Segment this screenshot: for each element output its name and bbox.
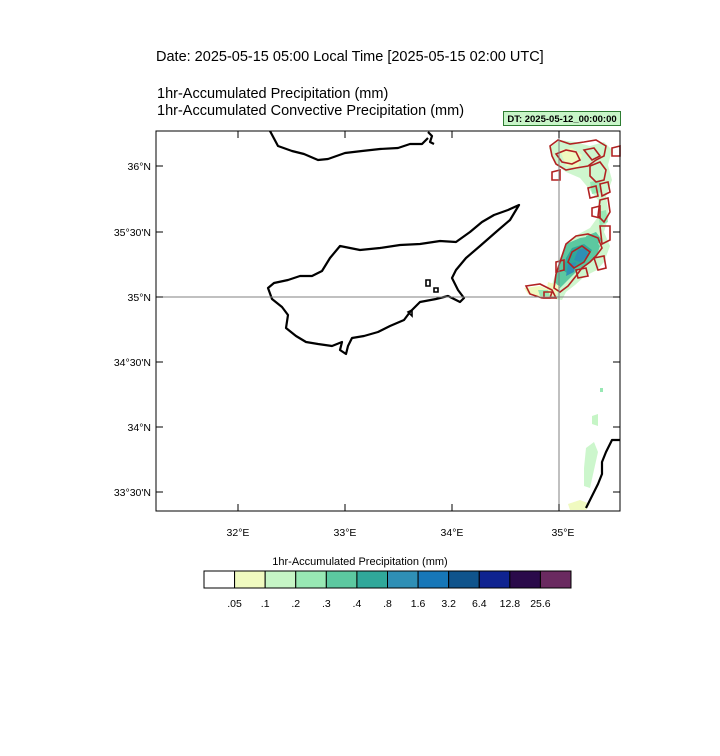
latitude-labels: 36°N 35°30'N 35°N 34°30'N 34°N 33°30'N bbox=[114, 161, 151, 499]
lon-label-32e: 32°E bbox=[227, 527, 250, 539]
colorbar-tick-label: .05 bbox=[227, 598, 242, 610]
colorbar-tick-label: .8 bbox=[383, 598, 392, 610]
lat-label-36n: 36°N bbox=[128, 161, 151, 173]
lat-label-35n: 35°N bbox=[128, 292, 151, 304]
lon-label-35e: 35°E bbox=[552, 527, 575, 539]
colorbar-tick-label: .4 bbox=[353, 598, 362, 610]
levant-coast bbox=[585, 438, 620, 509]
colorbar-swatch bbox=[417, 570, 450, 589]
colorbar-tick-labels: .05 .1 .2 .3 .4 .8 1.6 3.2 6.4 12.8 25.6 bbox=[227, 598, 551, 610]
colorbar-swatch bbox=[264, 570, 297, 589]
lat-label-33-30n: 33°30'N bbox=[114, 487, 151, 499]
map-frame bbox=[155, 130, 621, 512]
longitude-labels: 32°E 33°E 34°E 35°E bbox=[227, 527, 575, 539]
colorbar-swatch bbox=[203, 570, 236, 589]
colorbar-swatch bbox=[478, 570, 511, 589]
precipitation-shading bbox=[524, 140, 612, 510]
colorbar-tick-label: 25.6 bbox=[530, 598, 551, 610]
coastlines bbox=[266, 130, 620, 509]
lat-label-34n: 34°N bbox=[128, 422, 151, 434]
colorbar-tick-label: .1 bbox=[261, 598, 270, 610]
lon-label-34e: 34°E bbox=[441, 527, 464, 539]
colorbar-tick-label: 12.8 bbox=[500, 598, 521, 610]
lat-label-34-30n: 34°30'N bbox=[114, 357, 151, 369]
colorbar-swatch bbox=[295, 570, 327, 589]
colorbar-swatch bbox=[387, 570, 419, 589]
dt-badge: DT: 2025-05-12_00:00:00 bbox=[503, 111, 621, 126]
turkey-coast bbox=[269, 130, 429, 162]
colorbar-swatch bbox=[509, 570, 541, 589]
colorbar-tick-label: 1.6 bbox=[411, 598, 426, 610]
colorbar-title: 1hr-Accumulated Precipitation (mm) bbox=[272, 556, 448, 568]
cyprus-coast bbox=[266, 203, 521, 356]
islets bbox=[406, 279, 439, 318]
field-title-precipitation: 1hr-Accumulated Precipitation (mm) bbox=[157, 86, 389, 102]
colorbar-tick-label: .3 bbox=[322, 598, 331, 610]
colorbar-tick-label: .2 bbox=[291, 598, 300, 610]
colorbar-swatch bbox=[234, 570, 266, 589]
date-title: Date: 2025-05-15 05:00 Local Time [2025-… bbox=[156, 49, 544, 65]
tick-marks bbox=[156, 131, 620, 511]
lat-label-35-30n: 35°30'N bbox=[114, 227, 151, 239]
lon-label-33e: 33°E bbox=[334, 527, 357, 539]
convective-contours bbox=[524, 139, 621, 299]
colorbar-tick-label: 3.2 bbox=[441, 598, 456, 610]
colorbar-swatch bbox=[539, 570, 572, 589]
colorbar-tick-label: 6.4 bbox=[472, 598, 487, 610]
colorbar-swatch bbox=[325, 570, 358, 589]
colorbar-swatch bbox=[448, 570, 480, 589]
colorbar-swatch bbox=[356, 570, 388, 589]
field-title-convective: 1hr-Accumulated Convective Precipitation… bbox=[157, 103, 465, 119]
colorbar bbox=[203, 570, 572, 589]
